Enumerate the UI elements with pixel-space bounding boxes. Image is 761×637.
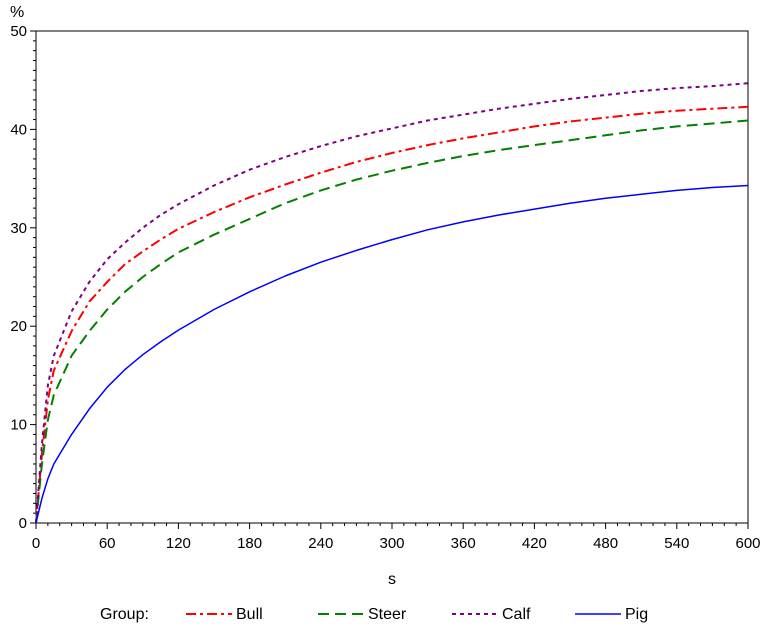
y-tick-label: 40 xyxy=(10,121,27,138)
x-tick-label: 420 xyxy=(522,535,547,552)
x-tick-label: 120 xyxy=(166,535,191,552)
series-line-pig xyxy=(35,184,749,524)
series-line-bull xyxy=(35,105,749,524)
x-tick-label: 180 xyxy=(237,535,262,552)
y-tick-label: 10 xyxy=(10,417,27,434)
series-line-steer xyxy=(35,119,749,524)
x-tick-label: 240 xyxy=(308,535,333,552)
legend-label-pig: Pig xyxy=(625,606,648,623)
series-line-calf xyxy=(35,82,749,524)
legend-title: Group: xyxy=(100,606,149,623)
x-tick-label: 300 xyxy=(379,535,404,552)
axes-layer: % s xyxy=(10,4,749,588)
x-tick-label: 0 xyxy=(32,535,40,552)
series-layer xyxy=(35,82,749,524)
x-tick-label: 480 xyxy=(593,535,618,552)
y-tick-label: 20 xyxy=(10,318,27,335)
y-tick-label: 30 xyxy=(10,220,27,237)
y-axis-label: % xyxy=(10,4,24,21)
legend: Group: Bull Steer Calf Pig xyxy=(100,606,648,623)
legend-label-calf: Calf xyxy=(502,606,531,623)
x-tick-label: 360 xyxy=(451,535,476,552)
y-tick-label: 50 xyxy=(10,23,27,40)
y-tick-label: 0 xyxy=(19,515,27,532)
ticks-layer: 0 10 20 30 40 50 0 60 120 180 240 300 360 420 480 540 60… xyxy=(10,23,760,552)
x-tick-label: 540 xyxy=(664,535,689,552)
x-tick-label: 60 xyxy=(99,535,116,552)
x-axis-label: s xyxy=(388,571,396,588)
legend-label-steer: Steer xyxy=(368,606,407,623)
x-tick-label: 600 xyxy=(735,535,760,552)
legend-label-bull: Bull xyxy=(236,606,263,623)
